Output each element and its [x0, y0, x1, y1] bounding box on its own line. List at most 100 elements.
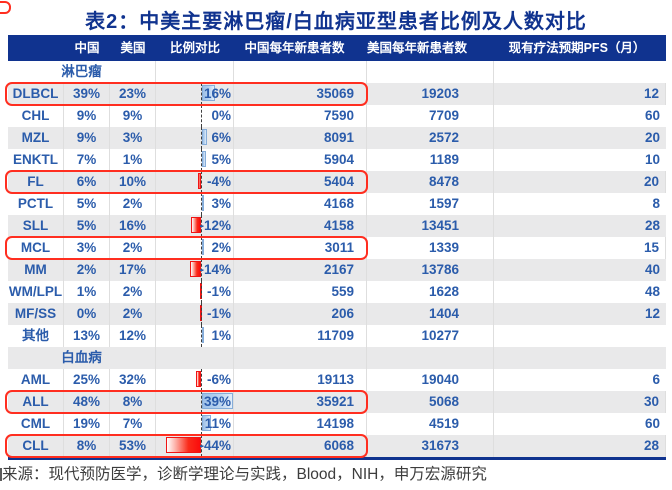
china-new-cell: 35069: [234, 83, 367, 105]
cropped-text-fragment: [0, 468, 2, 481]
china-new-cell: 14198: [234, 413, 367, 435]
subtype-label-cell: PCTL: [8, 193, 64, 215]
us-pct-cell: 2%: [110, 193, 156, 215]
table-row: CLL 8% 53% -44% 6068 31673 28: [5, 434, 666, 458]
us-pct-cell: 16%: [110, 215, 156, 237]
zero-axis-line: [201, 259, 202, 281]
ratio-diff-cell: [156, 347, 234, 369]
ratio-diff-value: -6%: [206, 372, 231, 387]
comparison-table: 中国 美国 比例对比 中国每年新患者数 美国每年新患者数 现有疗法预期PFS（月） 淋巴瘤…: [5, 35, 666, 458]
positive-data-bar: [202, 239, 204, 255]
ratio-diff-value: 2%: [211, 240, 231, 255]
column-header-col-us-new-patients: 美国每年新患者数: [367, 41, 468, 55]
zero-axis-line: [201, 171, 202, 193]
negative-data-bar: [189, 261, 201, 277]
pfs-cell: [494, 347, 666, 369]
china-new-cell: 35921: [234, 391, 367, 413]
positive-data-bar: [202, 85, 215, 101]
column-header-col-ratio-diff: 比例对比: [169, 41, 220, 55]
zero-axis-line: [201, 127, 202, 149]
china-pct-cell: 8%: [64, 435, 110, 457]
column-header-col-pfs: 现有疗法预期PFS（月）: [508, 41, 646, 55]
pfs-cell: 60: [644, 108, 660, 123]
ratio-diff-value: 39%: [203, 394, 231, 409]
ratio-diff-cell: -1%: [156, 303, 234, 325]
us-pct-cell: 17%: [110, 259, 156, 281]
china-pct-cell: 6%: [64, 171, 110, 193]
us-pct-cell: 2%: [110, 237, 156, 259]
zero-axis-line: [201, 105, 202, 127]
pfs-cell: [494, 61, 666, 83]
cropped-highlight-box-fragment: [0, 1, 11, 14]
table-title: 表2：中美主要淋巴瘤/白血病亚型患者比例及人数对比: [85, 11, 587, 33]
subtype-label-cell: ENKTL: [8, 149, 64, 171]
china-new-cell: 5404: [234, 171, 367, 193]
subtype-label-cell: SLL: [8, 215, 64, 237]
zero-axis-line: [201, 215, 202, 237]
china-pct-cell: 3%: [64, 237, 110, 259]
us-pct-cell: 10%: [110, 171, 156, 193]
positive-data-bar: [202, 393, 234, 409]
table-row: ALL 48% 8% 39% 35921 5068 30: [5, 390, 666, 414]
china-new-cell: 11709: [234, 325, 367, 347]
pfs-cell: 6: [652, 372, 660, 387]
us-new-cell: 5068: [367, 391, 494, 413]
us-new-cell: 10277: [367, 325, 494, 347]
subtype-label-cell: MCL: [8, 237, 64, 259]
ratio-diff-value: -1%: [206, 284, 231, 299]
pfs-cell: 12: [644, 306, 660, 321]
zero-axis-line: [201, 325, 202, 347]
positive-data-bar: [202, 327, 204, 343]
pfs-cell: 48: [644, 284, 660, 299]
china-pct-cell: 9%: [64, 105, 110, 127]
pfs-cell: 8: [652, 196, 660, 211]
pfs-cell: 28: [644, 218, 660, 233]
ratio-diff-value: 6%: [211, 130, 231, 145]
pfs-cell: 20: [644, 130, 660, 145]
china-pct-cell: 7%: [64, 149, 110, 171]
ratio-diff-value: -44%: [199, 438, 231, 453]
us-new-cell: 1597: [367, 193, 494, 215]
ratio-diff-value: 5%: [211, 152, 231, 167]
ratio-diff-cell: 5%: [156, 149, 234, 171]
ratio-diff-cell: -44%: [156, 435, 234, 457]
zero-axis-line: [201, 435, 202, 457]
us-new-cell: 19040: [367, 369, 494, 391]
table-row: CML 19% 7% 11% 14198 4519 60: [8, 413, 666, 435]
ratio-diff-cell: -12%: [156, 215, 234, 237]
table-row: CHL 9% 9% 0% 7590 7709 60: [8, 105, 666, 127]
ratio-diff-cell: 16%: [156, 83, 234, 105]
table-row: PCTL 5% 2% 3% 4168 1597 8: [8, 193, 666, 215]
subtype-label-cell: WM/LPL: [8, 281, 64, 303]
ratio-diff-cell: 2%: [156, 237, 234, 259]
us-pct-cell: 2%: [110, 281, 156, 303]
table-row: DLBCL 39% 23% 16% 35069 19203 12: [5, 82, 666, 106]
ratio-diff-value: -14%: [199, 262, 231, 277]
us-pct-cell: 8%: [110, 391, 156, 413]
china-pct-cell: 0%: [64, 303, 110, 325]
zero-axis-line: [201, 281, 202, 303]
us-new-cell: 1404: [367, 303, 494, 325]
table-row: WM/LPL 1% 2% -1% 559 1628 48: [8, 281, 666, 303]
us-new-cell: 19203: [367, 83, 494, 105]
china-pct-cell: 9%: [64, 127, 110, 149]
table-row: FL 6% 10% -4% 5404 8478 20: [5, 170, 666, 194]
us-pct-cell: 1%: [110, 149, 156, 171]
subtype-label-cell: FL: [8, 171, 64, 193]
ratio-diff-value: 16%: [203, 86, 231, 101]
negative-data-bar: [165, 437, 201, 453]
column-header-row-label: [8, 35, 64, 61]
ratio-diff-value: -1%: [206, 306, 231, 321]
us-new-cell: [367, 347, 494, 369]
positive-data-bar: [202, 415, 211, 431]
zero-axis-line: [201, 149, 202, 171]
ratio-diff-cell: 39%: [156, 391, 234, 413]
subtype-label-cell: MF/SS: [8, 303, 64, 325]
ratio-diff-value: 0%: [211, 108, 231, 123]
ratio-diff-cell: 3%: [156, 193, 234, 215]
table-bottom-border: [8, 457, 666, 460]
table-row: MF/SS 0% 2% -1% 206 1404 12: [8, 303, 666, 325]
pfs-cell: [494, 325, 666, 347]
column-header-col-china-pct: 中国: [74, 41, 100, 55]
subtype-label-cell: CHL: [8, 105, 64, 127]
